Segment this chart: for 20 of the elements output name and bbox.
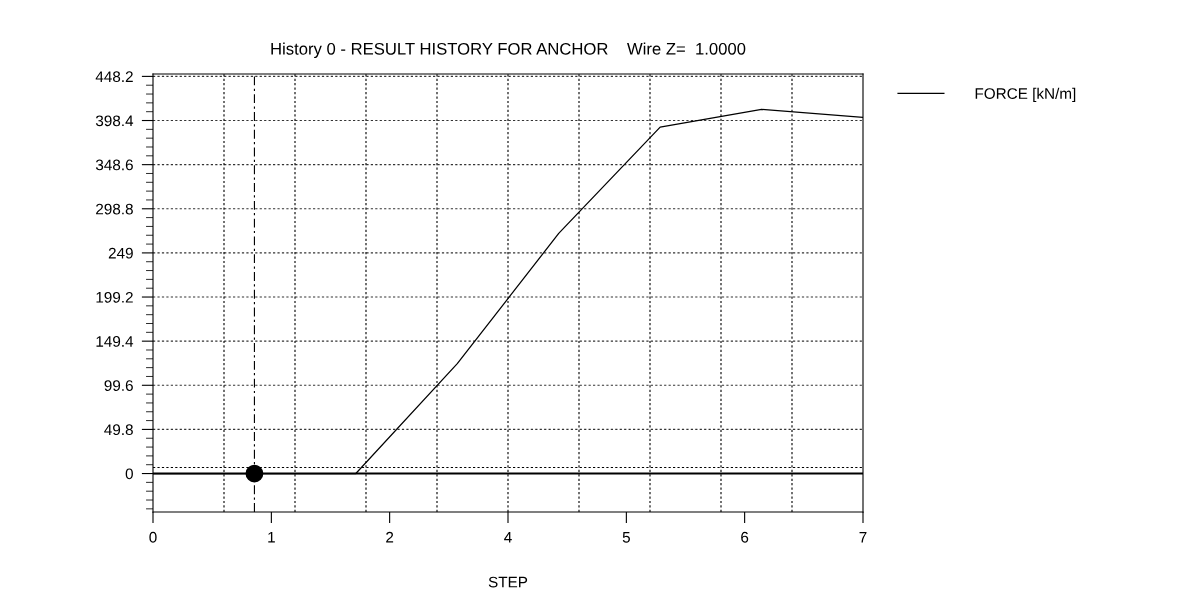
y-tick-label: 398.4 bbox=[95, 115, 134, 127]
y-tick-label: 49.8 bbox=[104, 424, 133, 436]
x-tick-label: 4 bbox=[504, 532, 512, 543]
y-tick-label: 448.2 bbox=[95, 71, 133, 83]
x-tick-label: 1 bbox=[268, 532, 275, 543]
y-tick-label: 199.2 bbox=[96, 291, 133, 303]
y-tick-label: 99.6 bbox=[104, 380, 133, 391]
y-tick-label: 249 bbox=[108, 247, 133, 259]
x-tick-label: 2 bbox=[386, 531, 394, 543]
x-tick-label: 6 bbox=[741, 531, 749, 543]
chart-title: History 0 - RESULT HISTORY FOR ANCHOR Wire Z= 1.0000 bbox=[271, 42, 746, 59]
y-tick-label: 298.8 bbox=[96, 203, 133, 215]
x-tick-label: 7 bbox=[859, 532, 867, 543]
y-tick-label: 348.6 bbox=[95, 159, 133, 171]
x-tick-label: 0 bbox=[149, 531, 157, 543]
x-tick-label: 5 bbox=[622, 532, 630, 543]
y-tick-label: 149.4 bbox=[96, 336, 134, 347]
legend-label: FORCE [kN/m] bbox=[975, 87, 1076, 102]
x-axis-title: STEP bbox=[488, 576, 528, 588]
y-tick-label: 0 bbox=[125, 468, 133, 480]
